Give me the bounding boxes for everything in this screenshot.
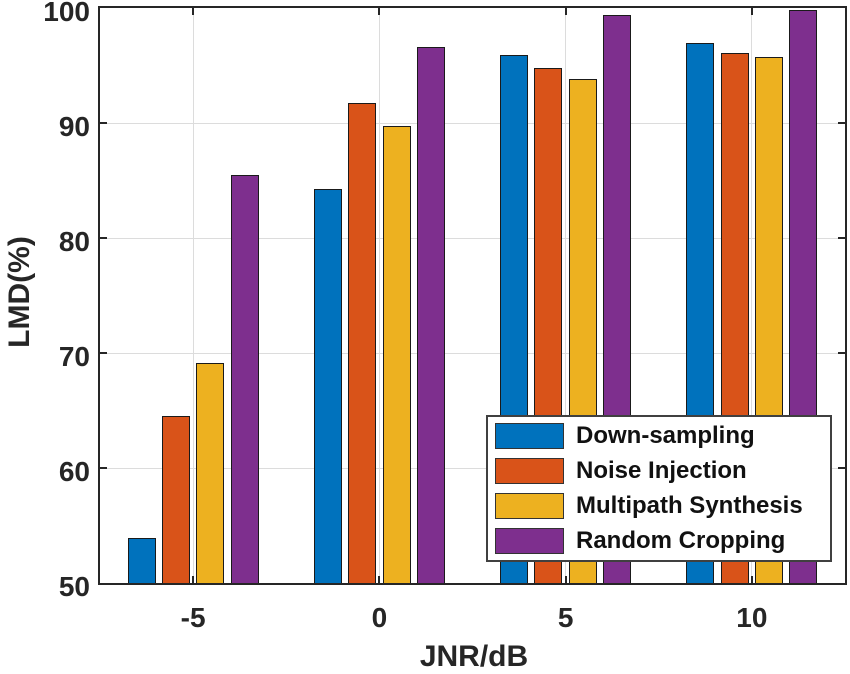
gridline-vertical <box>565 8 567 583</box>
x-axis-tick-bottom <box>192 576 195 583</box>
legend-item-multipath-synthesis: Multipath Synthesis <box>495 489 830 524</box>
y-axis-tick-left <box>100 467 107 469</box>
x-tick-label: 10 <box>736 602 768 633</box>
legend-label-down-sampling: Down-sampling <box>576 422 755 449</box>
gridline-vertical <box>751 8 753 583</box>
x-axis-tick-bottom <box>564 576 567 583</box>
y-tick-label: 100 <box>43 0 90 27</box>
legend-item-noise-injection: Noise Injection <box>495 454 830 489</box>
bar-down-sampling <box>127 538 156 583</box>
y-tick-label: 70 <box>58 341 90 372</box>
legend-label-noise-injection: Noise Injection <box>576 457 747 484</box>
y-tick-label: 60 <box>58 456 90 487</box>
legend-swatch-down-sampling <box>495 423 564 449</box>
x-axis-tick-bottom <box>378 576 381 583</box>
bar-noise-injection <box>161 416 190 583</box>
legend: Down-sampling Noise Injection Multipath Sy… <box>486 415 832 562</box>
y-axis-tick-right <box>838 122 845 124</box>
y-axis-tick-left <box>100 122 107 124</box>
bar-multipath-synthesis <box>196 363 225 583</box>
legend-item-random-cropping: Random Cropping <box>495 524 830 559</box>
x-axis-label: JNR/dB <box>419 640 529 673</box>
bar-multipath-synthesis <box>382 126 411 583</box>
x-axis-tick-top <box>750 8 753 15</box>
bar-random-cropping <box>416 47 445 583</box>
legend-label-multipath-synthesis: Multipath Synthesis <box>576 492 803 519</box>
legend-label-random-cropping: Random Cropping <box>576 527 786 554</box>
x-axis-tick-top <box>192 8 195 15</box>
y-axis-tick-left <box>100 237 107 239</box>
y-axis-tick-right <box>838 237 845 239</box>
gridline-vertical <box>192 8 194 583</box>
gridline-horizontal <box>100 237 845 239</box>
legend-swatch-noise-injection <box>495 458 564 484</box>
y-tick-label: 80 <box>58 226 90 257</box>
gridline-vertical <box>378 8 380 583</box>
y-axis-tick-right <box>838 467 845 469</box>
gridline-horizontal <box>100 122 845 124</box>
x-axis-tick-top <box>564 8 567 15</box>
y-axis-tick-right <box>838 352 845 354</box>
x-tick-label: -5 <box>180 602 206 633</box>
x-axis-tick-bottom <box>750 576 753 583</box>
legend-swatch-multipath-synthesis <box>495 493 564 519</box>
legend-swatch-random-cropping <box>495 528 564 554</box>
x-tick-label: 0 <box>371 602 388 633</box>
legend-item-down-sampling: Down-sampling <box>495 419 830 454</box>
y-tick-label: 90 <box>58 111 90 142</box>
bar-noise-injection <box>348 103 377 583</box>
x-tick-label: 5 <box>557 602 574 633</box>
gridline-horizontal <box>100 467 845 469</box>
y-tick-label: 50 <box>58 571 90 602</box>
bar-down-sampling <box>313 188 342 583</box>
bar-random-cropping <box>230 174 259 583</box>
y-axis-tick-left <box>100 352 107 354</box>
gridline-horizontal <box>100 352 845 354</box>
x-axis-tick-top <box>378 8 381 15</box>
